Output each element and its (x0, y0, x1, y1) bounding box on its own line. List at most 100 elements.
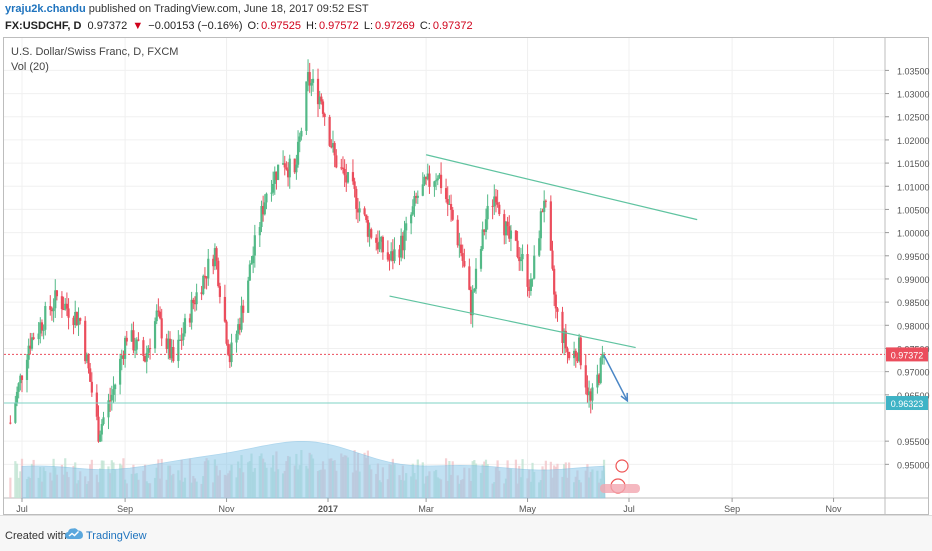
candle-body (120, 355, 123, 359)
candle-body (335, 155, 338, 168)
candle-body (346, 172, 350, 183)
candle-body (272, 183, 275, 193)
candle-body (479, 249, 483, 269)
candle-body (591, 387, 594, 401)
candle-body (148, 348, 152, 350)
y-tick-label: 1.01000 (897, 182, 930, 192)
candle-body (27, 345, 30, 360)
tradingview-brand[interactable]: TradingView (86, 530, 147, 542)
tradingview-cloud-icon[interactable] (64, 527, 84, 541)
candle-body (518, 257, 521, 262)
candle-body (436, 178, 439, 181)
candle-body (356, 208, 360, 213)
candle-body (227, 343, 230, 355)
price-change: −0.00153 (−0.16%) (148, 20, 243, 32)
candle-body (533, 255, 536, 279)
candle-body (543, 200, 546, 212)
candle-body (283, 163, 286, 168)
candle-body (203, 275, 207, 277)
candle-body (541, 211, 544, 213)
candle-body (405, 223, 408, 231)
candle-body (434, 180, 438, 182)
author-link[interactable]: yraju2k.chandu (5, 3, 86, 15)
candle-body (386, 252, 389, 260)
candle-body (566, 348, 569, 352)
candle-body (413, 195, 416, 207)
y-tick-label: 1.03500 (897, 66, 930, 76)
candle-body (345, 175, 348, 183)
candle-body (273, 171, 276, 184)
candle-body (526, 254, 529, 287)
candle-body (9, 422, 12, 424)
candle-body (225, 321, 228, 344)
candle-body (380, 236, 383, 242)
forecast-arrow-head (620, 392, 629, 403)
candle-body (400, 235, 403, 258)
y-tick-label: 0.95500 (897, 437, 930, 447)
candle-body (260, 206, 263, 228)
candle-body (143, 355, 147, 362)
candle-body (40, 322, 44, 331)
candle-body (265, 193, 268, 203)
candle-body (160, 318, 163, 339)
candle-body (421, 184, 424, 196)
candle-body (308, 72, 311, 86)
published-text: published on TradingView.com, June 18, 2… (88, 3, 369, 15)
candle-body (363, 208, 366, 215)
candle-body (167, 338, 170, 350)
candle-body (486, 205, 489, 220)
candle-body (563, 330, 566, 343)
candle-body (228, 354, 231, 363)
candle-body (119, 358, 122, 385)
candle-body (135, 339, 138, 350)
candle-body (193, 302, 197, 305)
candle-body (202, 275, 205, 295)
candle-body (578, 337, 581, 362)
candle-body (321, 101, 325, 114)
candle-body (456, 219, 459, 246)
candle-body (358, 208, 361, 213)
created-with-text: Created with (5, 530, 67, 542)
candle-body (574, 350, 577, 357)
candle-body (237, 324, 240, 334)
candle-body (212, 258, 215, 267)
last-price-badge-label: 0.97372 (891, 350, 924, 360)
candle-body (132, 330, 135, 351)
event-flag-icon (600, 484, 640, 493)
candle-body (250, 263, 253, 265)
candle-body (561, 311, 564, 343)
candle-body (77, 318, 80, 326)
chart-title: U.S. Dollar/Swiss Franc, D, FXCM (11, 46, 179, 58)
candle-body (415, 195, 418, 198)
candle-body (177, 339, 180, 362)
forecast-arrow-line (603, 355, 629, 402)
candle-body (340, 167, 343, 169)
candle-body (316, 78, 320, 105)
candle-body (87, 354, 90, 369)
candle-body (300, 130, 303, 137)
candle-body (15, 391, 19, 403)
candle-body (473, 288, 476, 292)
candle-body (153, 321, 157, 349)
candle-body (180, 339, 183, 341)
candle-body (444, 188, 448, 199)
y-tick-label: 1.03000 (897, 90, 930, 100)
candle-body (529, 279, 532, 292)
candle-body (277, 164, 280, 180)
candle-body (461, 253, 464, 261)
high-value: 0.97572 (319, 20, 359, 32)
y-tick-label: 0.99000 (897, 275, 930, 285)
candle-body (393, 249, 396, 261)
chart-frame (3, 37, 929, 515)
candle-body (188, 318, 192, 323)
candle-body (64, 303, 67, 310)
candle-body (471, 291, 474, 316)
candle-body (333, 143, 336, 156)
candle-body (114, 384, 117, 390)
candle-body (459, 244, 463, 254)
x-tick-label: Jul (623, 504, 635, 514)
candle-body (596, 374, 599, 388)
candle-body (178, 339, 182, 341)
candle-body (519, 259, 523, 262)
